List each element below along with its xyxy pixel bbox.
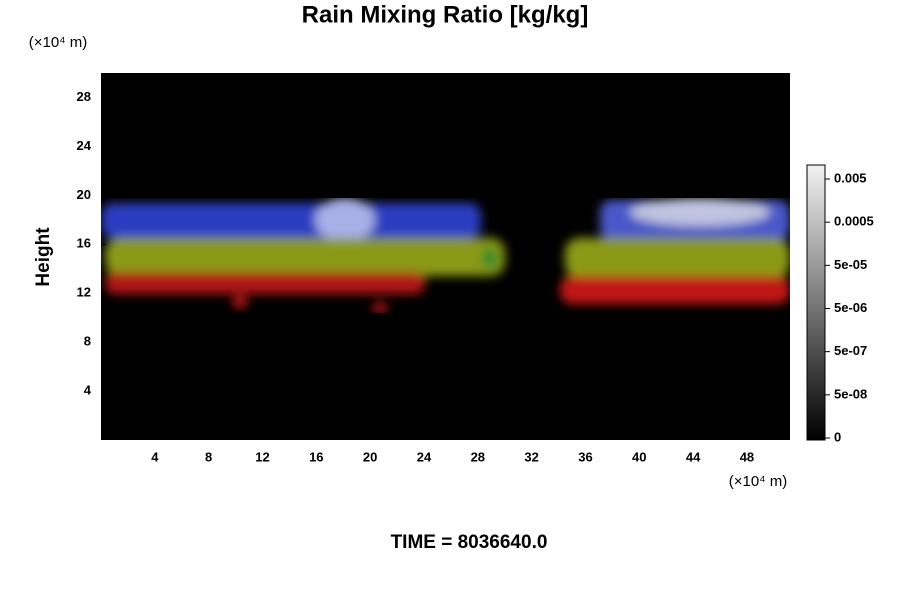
y-unit-label: (×10⁴ m) [29, 34, 88, 51]
y-axis-label: Height [33, 227, 54, 287]
x-tick-label: 32 [524, 449, 538, 464]
x-tick-label: 4 [151, 449, 159, 464]
x-tick-label: 24 [417, 449, 432, 464]
x-tick-label: 36 [578, 449, 592, 464]
x-tick-label: 44 [686, 449, 701, 464]
y-tick-label: 12 [77, 285, 91, 300]
x-tick-label: 12 [255, 449, 269, 464]
x-tick-label: 16 [309, 449, 323, 464]
render-layer [101, 198, 790, 313]
colorbar-label: 5e-06 [834, 300, 867, 315]
x-tick-label: 8 [205, 449, 212, 464]
colorbar-label: 0.005 [834, 170, 867, 185]
chart-title: Rain Mixing Ratio [kg/kg] [302, 1, 589, 28]
colorbar-label: 0.0005 [834, 214, 874, 229]
colorbar-label: 5e-07 [834, 343, 867, 358]
colorbar-label: 5e-05 [834, 257, 867, 272]
x-tick-label: 40 [632, 449, 646, 464]
y-tick-label: 4 [84, 383, 92, 398]
x-unit-label: (×10⁴ m) [729, 473, 788, 490]
y-tick-label: 28 [77, 89, 91, 104]
y-tick-label: 8 [84, 334, 91, 349]
y-tick-label: 20 [77, 187, 91, 202]
x-tick-label: 20 [363, 449, 377, 464]
colorbar-label: 5e-08 [834, 386, 867, 401]
x-tick-label: 48 [740, 449, 754, 464]
colorbar [806, 164, 826, 441]
x-tick-label: 28 [471, 449, 485, 464]
y-tick-label: 16 [77, 236, 91, 251]
footer-time: TIME = 8036640.0 [391, 532, 548, 553]
y-tick-label: 24 [77, 138, 92, 153]
colorbar-label: 0 [834, 429, 841, 444]
